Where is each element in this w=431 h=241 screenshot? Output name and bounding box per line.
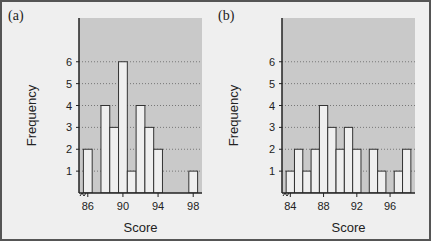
bar bbox=[154, 149, 163, 193]
bar bbox=[378, 171, 386, 193]
x-axis bbox=[79, 192, 202, 194]
plot-area bbox=[79, 18, 202, 193]
y-tick-label: 6 bbox=[269, 56, 275, 68]
axis-break bbox=[80, 193, 86, 196]
grid-line bbox=[79, 61, 202, 62]
y-tick-label: 3 bbox=[66, 121, 72, 133]
y-tick-label: 5 bbox=[66, 78, 72, 90]
x-tick-label: 90 bbox=[117, 200, 129, 212]
bar bbox=[311, 149, 319, 193]
figure: 1 2 3 4 5 6 86 90 94 98 Score Frequency (a) 1 2 3 4 5 6 84 8… bbox=[0, 0, 431, 241]
bar bbox=[189, 171, 198, 193]
bar bbox=[101, 106, 110, 194]
y-tick-label: 3 bbox=[269, 121, 275, 133]
y-tick bbox=[279, 127, 282, 128]
x-tick-label: 84 bbox=[284, 200, 296, 212]
x-tick bbox=[158, 193, 159, 197]
bar bbox=[369, 149, 377, 193]
x-tick-label: 96 bbox=[384, 200, 396, 212]
x-tick bbox=[356, 193, 357, 197]
y-tick bbox=[76, 61, 79, 62]
panel-label: (b) bbox=[218, 8, 235, 24]
bar bbox=[394, 171, 402, 193]
bar bbox=[344, 127, 352, 193]
x-axis-label: Score bbox=[124, 220, 158, 235]
y-tick-label: 1 bbox=[269, 165, 275, 177]
y-tick-label: 2 bbox=[269, 143, 275, 155]
bar bbox=[294, 149, 302, 193]
x-tick bbox=[87, 193, 88, 197]
y-axis-label: Frequency bbox=[24, 84, 39, 146]
bar bbox=[319, 106, 327, 194]
bar bbox=[303, 171, 311, 193]
y-tick bbox=[279, 149, 282, 150]
y-tick bbox=[76, 83, 79, 84]
x-tick-label: 98 bbox=[187, 200, 199, 212]
bar bbox=[336, 149, 344, 193]
y-tick bbox=[279, 83, 282, 84]
y-tick bbox=[279, 171, 282, 172]
y-tick-label: 2 bbox=[66, 143, 72, 155]
bar bbox=[403, 149, 411, 193]
bar bbox=[353, 149, 361, 193]
plot-area bbox=[282, 18, 415, 193]
bar bbox=[110, 127, 119, 193]
panel-label: (a) bbox=[8, 8, 24, 24]
bars bbox=[286, 106, 411, 194]
axis-break bbox=[283, 193, 289, 196]
x-tick-label: 92 bbox=[351, 200, 363, 212]
y-tick-label: 5 bbox=[269, 78, 275, 90]
panel: 1 2 3 4 5 6 86 90 94 98 Score Frequency (a) bbox=[8, 8, 202, 235]
bar bbox=[83, 149, 92, 193]
y-axis-label: Frequency bbox=[226, 84, 241, 146]
y-tick-label: 4 bbox=[66, 100, 72, 112]
bar bbox=[145, 127, 154, 193]
grid-line bbox=[282, 105, 415, 106]
x-tick bbox=[323, 193, 324, 197]
y-tick-label: 1 bbox=[66, 165, 72, 177]
bars bbox=[83, 62, 197, 193]
y-tick bbox=[76, 105, 79, 106]
y-tick bbox=[76, 127, 79, 128]
bar bbox=[127, 171, 136, 193]
bar bbox=[286, 171, 294, 193]
x-tick-label: 88 bbox=[317, 200, 329, 212]
y-tick bbox=[279, 61, 282, 62]
y-tick-label: 6 bbox=[66, 56, 72, 68]
x-tick-label: 86 bbox=[82, 200, 94, 212]
y-tick bbox=[76, 171, 79, 172]
x-tick bbox=[290, 193, 291, 197]
x-tick bbox=[193, 193, 194, 197]
y-tick-label: 4 bbox=[269, 100, 275, 112]
grid-line bbox=[282, 83, 415, 84]
frame bbox=[1, 1, 430, 240]
grid-line bbox=[282, 61, 415, 62]
panel: 1 2 3 4 5 6 84 88 92 96 Score Frequency (b) bbox=[218, 8, 415, 235]
y-tick bbox=[279, 105, 282, 106]
x-tick bbox=[122, 193, 123, 197]
bar bbox=[328, 127, 336, 193]
bar bbox=[119, 62, 128, 193]
x-axis bbox=[282, 192, 415, 194]
bar bbox=[136, 106, 145, 194]
y-tick bbox=[76, 149, 79, 150]
grid-line bbox=[79, 83, 202, 84]
x-axis-label: Score bbox=[332, 220, 366, 235]
x-tick-label: 94 bbox=[152, 200, 164, 212]
x-tick bbox=[390, 193, 391, 197]
